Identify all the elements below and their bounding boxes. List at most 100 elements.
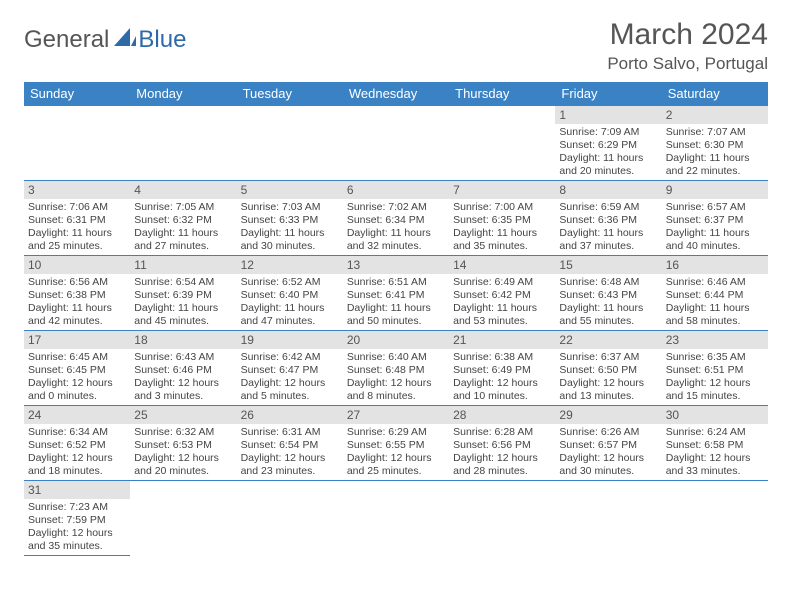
sunset-text: Sunset: 6:38 PM <box>28 289 126 302</box>
day-details: Sunrise: 6:49 AMSunset: 6:42 PMDaylight:… <box>449 274 555 330</box>
daylight-text: Daylight: 12 hours and 15 minutes. <box>666 377 764 403</box>
day-cell: 30Sunrise: 6:24 AMSunset: 6:58 PMDayligh… <box>662 406 768 481</box>
day-number: 4 <box>130 181 236 199</box>
day-details: Sunrise: 6:59 AMSunset: 6:36 PMDaylight:… <box>555 199 661 255</box>
daylight-text: Daylight: 11 hours and 20 minutes. <box>559 152 657 178</box>
day-number: 20 <box>343 331 449 349</box>
title-block: March 2024 Porto Salvo, Portugal <box>607 18 768 74</box>
daylight-text: Daylight: 11 hours and 30 minutes. <box>241 227 339 253</box>
day-details: Sunrise: 7:00 AMSunset: 6:35 PMDaylight:… <box>449 199 555 255</box>
day-cell: 6Sunrise: 7:02 AMSunset: 6:34 PMDaylight… <box>343 181 449 256</box>
day-number: 30 <box>662 406 768 424</box>
day-cell: 18Sunrise: 6:43 AMSunset: 6:46 PMDayligh… <box>130 331 236 406</box>
sunrise-text: Sunrise: 7:03 AM <box>241 201 339 214</box>
sunset-text: Sunset: 6:50 PM <box>559 364 657 377</box>
daylight-text: Daylight: 11 hours and 45 minutes. <box>134 302 232 328</box>
day-details: Sunrise: 6:43 AMSunset: 6:46 PMDaylight:… <box>130 349 236 405</box>
day-details: Sunrise: 6:57 AMSunset: 6:37 PMDaylight:… <box>662 199 768 255</box>
day-number: 19 <box>237 331 343 349</box>
calendar-row: 10Sunrise: 6:56 AMSunset: 6:38 PMDayligh… <box>24 256 768 331</box>
sunrise-text: Sunrise: 6:40 AM <box>347 351 445 364</box>
sunrise-text: Sunrise: 6:38 AM <box>453 351 551 364</box>
sunset-text: Sunset: 6:56 PM <box>453 439 551 452</box>
sunset-text: Sunset: 6:55 PM <box>347 439 445 452</box>
day-number: 16 <box>662 256 768 274</box>
sunrise-text: Sunrise: 6:32 AM <box>134 426 232 439</box>
sunset-text: Sunset: 6:40 PM <box>241 289 339 302</box>
sunrise-text: Sunrise: 7:05 AM <box>134 201 232 214</box>
calendar: SundayMondayTuesdayWednesdayThursdayFrid… <box>24 82 768 556</box>
day-details: Sunrise: 6:32 AMSunset: 6:53 PMDaylight:… <box>130 424 236 480</box>
day-cell: 25Sunrise: 6:32 AMSunset: 6:53 PMDayligh… <box>130 406 236 481</box>
logo: General Blue <box>24 26 186 54</box>
day-number: 7 <box>449 181 555 199</box>
sunrise-text: Sunrise: 6:51 AM <box>347 276 445 289</box>
day-number: 11 <box>130 256 236 274</box>
day-details: Sunrise: 6:34 AMSunset: 6:52 PMDaylight:… <box>24 424 130 480</box>
sunrise-text: Sunrise: 6:24 AM <box>666 426 764 439</box>
daylight-text: Daylight: 11 hours and 22 minutes. <box>666 152 764 178</box>
day-cell: 28Sunrise: 6:28 AMSunset: 6:56 PMDayligh… <box>449 406 555 481</box>
day-cell: 12Sunrise: 6:52 AMSunset: 6:40 PMDayligh… <box>237 256 343 331</box>
sunrise-text: Sunrise: 6:43 AM <box>134 351 232 364</box>
sunrise-text: Sunrise: 6:29 AM <box>347 426 445 439</box>
day-details: Sunrise: 6:48 AMSunset: 6:43 PMDaylight:… <box>555 274 661 330</box>
daylight-text: Daylight: 11 hours and 32 minutes. <box>347 227 445 253</box>
day-cell: 19Sunrise: 6:42 AMSunset: 6:47 PMDayligh… <box>237 331 343 406</box>
daylight-text: Daylight: 12 hours and 30 minutes. <box>559 452 657 478</box>
sunset-text: Sunset: 6:49 PM <box>453 364 551 377</box>
daylight-text: Daylight: 11 hours and 55 minutes. <box>559 302 657 328</box>
day-details: Sunrise: 6:42 AMSunset: 6:47 PMDaylight:… <box>237 349 343 405</box>
sunset-text: Sunset: 6:51 PM <box>666 364 764 377</box>
daylight-text: Daylight: 11 hours and 35 minutes. <box>453 227 551 253</box>
sunset-text: Sunset: 6:54 PM <box>241 439 339 452</box>
day-cell: 14Sunrise: 6:49 AMSunset: 6:42 PMDayligh… <box>449 256 555 331</box>
day-details: Sunrise: 6:52 AMSunset: 6:40 PMDaylight:… <box>237 274 343 330</box>
sunset-text: Sunset: 6:43 PM <box>559 289 657 302</box>
daylight-text: Daylight: 11 hours and 47 minutes. <box>241 302 339 328</box>
day-cell: 22Sunrise: 6:37 AMSunset: 6:50 PMDayligh… <box>555 331 661 406</box>
daylight-text: Daylight: 12 hours and 8 minutes. <box>347 377 445 403</box>
daylight-text: Daylight: 11 hours and 37 minutes. <box>559 227 657 253</box>
logo-text-general: General <box>24 26 109 54</box>
empty-cell <box>662 481 768 556</box>
day-cell: 21Sunrise: 6:38 AMSunset: 6:49 PMDayligh… <box>449 331 555 406</box>
day-details: Sunrise: 6:26 AMSunset: 6:57 PMDaylight:… <box>555 424 661 480</box>
sunrise-text: Sunrise: 6:28 AM <box>453 426 551 439</box>
daylight-text: Daylight: 11 hours and 50 minutes. <box>347 302 445 328</box>
day-details: Sunrise: 6:45 AMSunset: 6:45 PMDaylight:… <box>24 349 130 405</box>
day-number: 3 <box>24 181 130 199</box>
sunset-text: Sunset: 6:45 PM <box>28 364 126 377</box>
day-cell: 1Sunrise: 7:09 AMSunset: 6:29 PMDaylight… <box>555 106 661 181</box>
empty-cell <box>555 481 661 556</box>
sunrise-text: Sunrise: 6:42 AM <box>241 351 339 364</box>
day-details: Sunrise: 6:46 AMSunset: 6:44 PMDaylight:… <box>662 274 768 330</box>
day-cell: 20Sunrise: 6:40 AMSunset: 6:48 PMDayligh… <box>343 331 449 406</box>
day-details: Sunrise: 7:03 AMSunset: 6:33 PMDaylight:… <box>237 199 343 255</box>
day-number: 6 <box>343 181 449 199</box>
sunrise-text: Sunrise: 6:46 AM <box>666 276 764 289</box>
empty-cell <box>24 106 130 181</box>
sunrise-text: Sunrise: 6:35 AM <box>666 351 764 364</box>
day-cell: 31Sunrise: 7:23 AMSunset: 7:59 PMDayligh… <box>24 481 130 556</box>
sunset-text: Sunset: 7:59 PM <box>28 514 126 527</box>
day-cell: 2Sunrise: 7:07 AMSunset: 6:30 PMDaylight… <box>662 106 768 181</box>
day-number: 2 <box>662 106 768 124</box>
daylight-text: Daylight: 11 hours and 25 minutes. <box>28 227 126 253</box>
day-cell: 7Sunrise: 7:00 AMSunset: 6:35 PMDaylight… <box>449 181 555 256</box>
weekday-header: Tuesday <box>237 82 343 106</box>
day-cell: 24Sunrise: 6:34 AMSunset: 6:52 PMDayligh… <box>24 406 130 481</box>
day-details: Sunrise: 6:29 AMSunset: 6:55 PMDaylight:… <box>343 424 449 480</box>
daylight-text: Daylight: 12 hours and 18 minutes. <box>28 452 126 478</box>
day-number: 18 <box>130 331 236 349</box>
day-cell: 8Sunrise: 6:59 AMSunset: 6:36 PMDaylight… <box>555 181 661 256</box>
empty-cell <box>237 106 343 181</box>
day-number: 27 <box>343 406 449 424</box>
calendar-row: 31Sunrise: 7:23 AMSunset: 7:59 PMDayligh… <box>24 481 768 556</box>
daylight-text: Daylight: 11 hours and 40 minutes. <box>666 227 764 253</box>
weekday-header: Wednesday <box>343 82 449 106</box>
day-details: Sunrise: 6:24 AMSunset: 6:58 PMDaylight:… <box>662 424 768 480</box>
sunrise-text: Sunrise: 7:23 AM <box>28 501 126 514</box>
day-number: 12 <box>237 256 343 274</box>
calendar-row: 17Sunrise: 6:45 AMSunset: 6:45 PMDayligh… <box>24 331 768 406</box>
